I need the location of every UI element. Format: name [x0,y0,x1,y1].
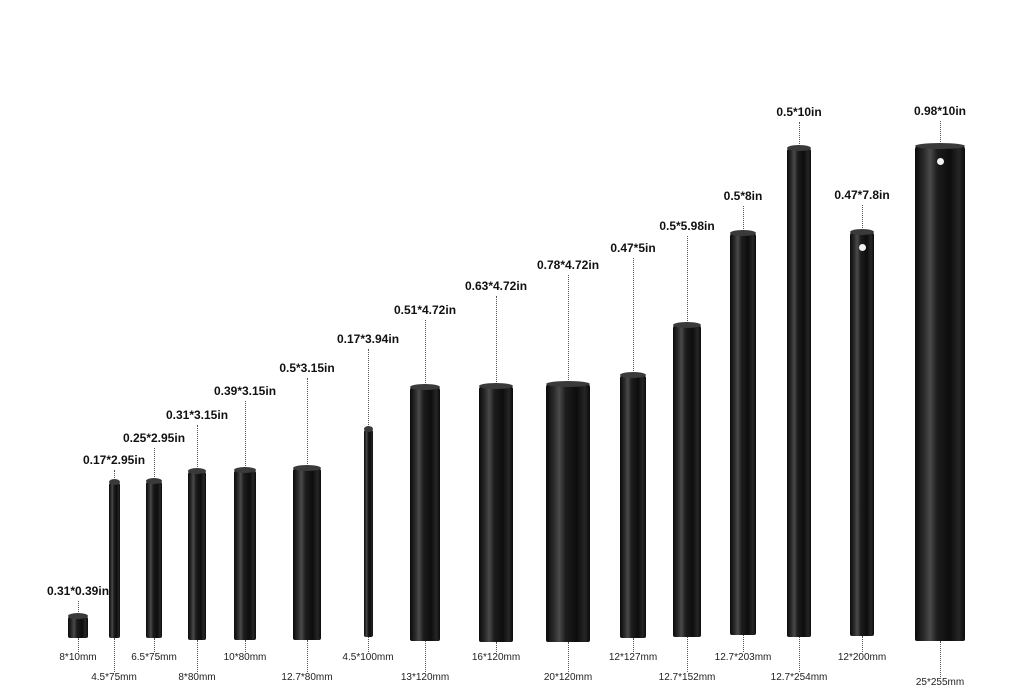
carbon-rod [68,613,88,638]
leader-line [799,637,800,672]
leader-line [78,601,79,616]
carbon-rod [479,383,513,642]
leader-line [425,320,426,387]
leader-line [154,448,155,481]
carbon-rod [915,143,965,641]
inch-size-label: 0.31*0.39in [46,584,110,598]
mm-size-label: 16*120mm [471,652,521,663]
carbon-rod [108,479,120,638]
lanyard-hole [859,244,866,251]
leader-line [687,236,688,325]
leader-line [799,122,800,148]
mm-size-label: 4.5*100mm [342,652,394,663]
mm-size-label: 8*10mm [59,652,97,663]
rod-end-cap [410,384,440,390]
leader-line [940,121,941,146]
leader-line [940,641,941,677]
leader-line [368,349,369,429]
rod-end-cap [915,143,965,149]
leader-line [197,640,198,672]
rod-end-cap [787,145,811,151]
rod-end-cap [293,465,321,471]
inch-size-label: 0.17*3.94in [336,332,400,346]
rod-end-cap [68,613,88,619]
inch-size-label: 0.47*7.8in [834,188,890,202]
inch-size-label: 0.63*4.72in [464,279,528,293]
mm-size-label: 12.7*254mm [770,672,828,683]
carbon-rod [620,372,646,638]
leader-line [197,425,198,471]
leader-line [862,636,863,652]
leader-line [425,641,426,672]
leader-line [307,378,308,468]
leader-line [114,470,115,482]
leader-line [114,638,115,672]
rod-end-cap [850,229,874,235]
inch-size-label: 0.5*3.15in [279,361,335,375]
lanyard-hole [937,158,944,165]
carbon-rod [850,229,874,636]
inch-size-label: 0.98*10in [913,104,967,118]
inch-size-label: 0.5*5.98in [659,219,715,233]
carbon-rod [293,465,321,640]
carbon-rod [188,468,206,640]
leader-line [245,640,246,652]
leader-line [245,401,246,470]
leader-line [496,296,497,386]
rod-end-cap [546,381,590,387]
leader-line [568,642,569,672]
mm-size-label: 12.7*152mm [658,672,716,683]
mm-size-label: 20*120mm [543,672,593,683]
mm-size-label: 6.5*75mm [131,652,177,663]
inch-size-label: 0.31*3.15in [165,408,229,422]
rod-end-cap [673,322,701,328]
carbon-rod [410,384,440,641]
rod-end-cap [188,468,206,474]
leader-line [496,642,497,652]
carbon-rod [730,230,756,635]
inch-size-label: 0.78*4.72in [536,258,600,272]
rod-end-cap [620,372,646,378]
rod-end-cap [363,426,373,432]
carbon-rod [673,322,701,637]
inch-size-label: 0.5*8in [723,189,763,203]
leader-line [687,637,688,672]
mm-size-label: 25*255mm [915,677,965,688]
mm-size-label: 8*80mm [178,672,216,683]
carbon-rod [363,426,373,637]
carbon-rod [234,467,256,640]
mm-size-label: 4.5*75mm [91,672,137,683]
rod-end-cap [479,383,513,389]
rod-end-cap [730,230,756,236]
leader-line [633,638,634,652]
leader-line [633,258,634,375]
inch-size-label: 0.25*2.95in [122,431,186,445]
inch-size-label: 0.47*5in [610,241,656,255]
mm-size-label: 10*80mm [223,652,267,663]
leader-line [568,275,569,384]
leader-line [78,638,79,652]
inch-size-label: 0.5*10in [776,105,822,119]
carbon-rod [787,145,811,637]
rod-end-cap [234,467,256,473]
mm-size-label: 12*200mm [837,652,887,663]
rod-end-cap [108,479,120,485]
inch-size-label: 0.17*2.95in [82,453,146,467]
leader-line [307,640,308,672]
inch-size-label: 0.51*4.72in [393,303,457,317]
carbon-rod [146,478,162,638]
inch-size-label: 0.39*3.15in [213,384,277,398]
leader-line [743,206,744,233]
carbon-rod [546,381,590,642]
leader-line [862,205,863,232]
rod-end-cap [146,478,162,484]
leader-line [368,637,369,652]
leader-line [743,635,744,652]
mm-size-label: 12*127mm [608,652,658,663]
mm-size-label: 13*120mm [400,672,450,683]
leader-line [154,638,155,652]
mm-size-label: 12.7*80mm [281,672,333,683]
mm-size-label: 12.7*203mm [714,652,772,663]
